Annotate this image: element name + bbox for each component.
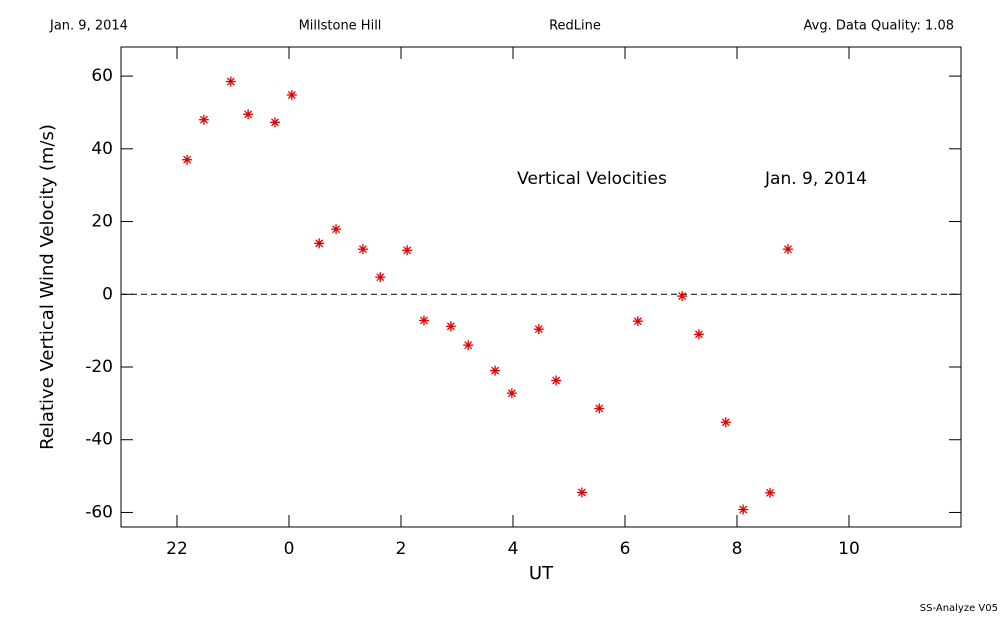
point bbox=[738, 504, 749, 515]
x-tick-label: 2 bbox=[396, 539, 407, 559]
point bbox=[782, 244, 793, 255]
header-filter: RedLine bbox=[549, 19, 601, 34]
annotation: Vertical Velocities bbox=[517, 169, 667, 189]
point-stroke bbox=[721, 418, 730, 427]
header-date: Jan. 9, 2014 bbox=[49, 19, 128, 34]
point-stroke bbox=[420, 316, 428, 325]
point-stroke bbox=[332, 225, 340, 234]
point bbox=[720, 417, 731, 428]
x-tick-label: 10 bbox=[838, 539, 860, 559]
x-axis-label: UT bbox=[529, 563, 554, 584]
point-stroke bbox=[534, 325, 543, 334]
point bbox=[693, 329, 704, 340]
x-tick-label: 0 bbox=[284, 539, 295, 559]
point-stroke bbox=[678, 292, 687, 301]
point-stroke bbox=[183, 155, 192, 164]
point-stroke bbox=[358, 245, 367, 254]
point bbox=[533, 324, 544, 335]
point-stroke bbox=[784, 245, 792, 254]
point-stroke bbox=[376, 273, 385, 282]
point bbox=[576, 487, 587, 498]
point bbox=[270, 117, 280, 128]
point-stroke bbox=[446, 322, 455, 331]
annotation: Jan. 9, 2014 bbox=[764, 169, 867, 189]
point-stroke bbox=[739, 505, 748, 514]
point bbox=[225, 76, 236, 87]
y-tick-label: 60 bbox=[91, 66, 113, 86]
point bbox=[632, 316, 643, 327]
point-stroke bbox=[199, 115, 208, 124]
point bbox=[331, 224, 342, 235]
point-stroke bbox=[694, 330, 703, 339]
y-tick-label: -20 bbox=[85, 357, 113, 377]
footer: SS-Analyze V05 bbox=[920, 603, 998, 614]
point-stroke bbox=[552, 376, 561, 385]
point bbox=[463, 340, 474, 351]
point bbox=[198, 114, 209, 125]
point bbox=[506, 388, 517, 399]
point bbox=[182, 154, 193, 165]
point-stroke bbox=[403, 246, 412, 255]
point bbox=[402, 245, 413, 256]
point-stroke bbox=[464, 341, 473, 350]
y-tick-label: 0 bbox=[102, 284, 113, 304]
y-tick-label: 20 bbox=[91, 212, 113, 232]
point-stroke bbox=[226, 77, 235, 86]
point bbox=[490, 365, 501, 376]
x-tick-label: 8 bbox=[732, 539, 743, 559]
point bbox=[357, 244, 368, 255]
point bbox=[375, 272, 386, 283]
point bbox=[765, 487, 776, 498]
point bbox=[551, 375, 562, 386]
point bbox=[314, 238, 325, 249]
point-stroke bbox=[766, 488, 774, 497]
y-axis-label: Relative Vertical Wind Velocity (m/s) bbox=[37, 124, 58, 450]
y-tick-label: -40 bbox=[85, 430, 113, 450]
x-tick-label: 22 bbox=[166, 539, 188, 559]
plot-frame bbox=[120, 46, 962, 528]
header-site: Millstone Hill bbox=[299, 19, 382, 34]
x-tick-label: 6 bbox=[620, 539, 631, 559]
x-tick-label: 4 bbox=[508, 539, 519, 559]
point-stroke bbox=[287, 91, 296, 99]
point-stroke bbox=[595, 404, 604, 413]
y-tick-label: 40 bbox=[91, 139, 113, 159]
y-tick-label: -60 bbox=[85, 502, 113, 522]
point bbox=[445, 321, 456, 332]
point-stroke bbox=[507, 389, 516, 398]
point bbox=[677, 291, 688, 302]
point bbox=[286, 90, 297, 100]
point bbox=[418, 315, 429, 326]
point-stroke bbox=[577, 488, 586, 497]
point bbox=[243, 109, 254, 120]
point-stroke bbox=[633, 317, 642, 326]
point-stroke bbox=[271, 118, 279, 127]
header-quality: Avg. Data Quality: 1.08 bbox=[804, 19, 954, 34]
point-stroke bbox=[244, 110, 253, 119]
point-stroke bbox=[491, 366, 500, 375]
point-stroke bbox=[315, 239, 324, 248]
point bbox=[594, 403, 605, 414]
